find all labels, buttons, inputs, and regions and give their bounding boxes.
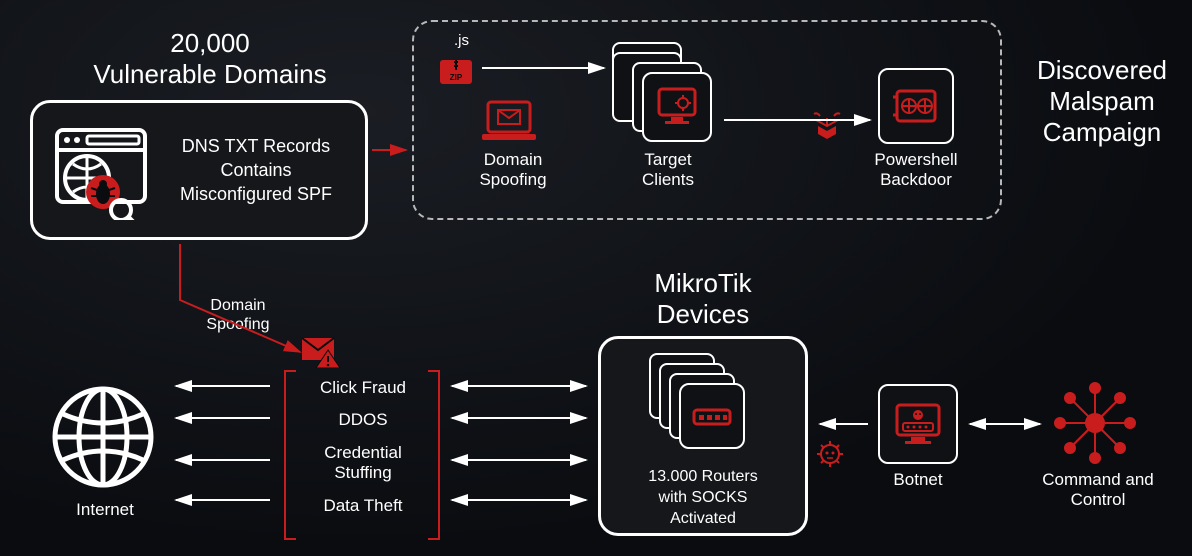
target-clients-label: Target Clients — [628, 150, 708, 191]
ds-l1: Domain — [484, 150, 543, 169]
mk-l2: Devices — [657, 299, 749, 329]
attack-ddos: DDOS — [300, 410, 426, 430]
attack-list: Click Fraud DDOS Credential Stuffing Dat… — [300, 378, 426, 516]
c2-l1: Command and — [1042, 470, 1154, 489]
internet-label: Internet — [70, 500, 140, 520]
botnet-monitor-icon — [891, 397, 945, 451]
title-line-1: 20,000 — [170, 28, 250, 58]
mikrotik-box: 13.000 Routers with SOCKS Activated — [598, 336, 808, 536]
package-icon — [812, 110, 842, 145]
c2-icon — [1050, 378, 1140, 473]
campaign-t3: Campaign — [1043, 117, 1162, 147]
powershell-backdoor-label: Powershell Backdoor — [866, 150, 966, 191]
vulnerable-domains-title: 20,000 Vulnerable Domains — [60, 28, 360, 90]
attack-bracket-right — [428, 370, 440, 540]
cs-l1: Credential — [324, 443, 402, 462]
at-l2: Spoofing — [206, 316, 269, 333]
internet-globe-icon — [48, 382, 158, 497]
ds-l2: Spoofing — [479, 170, 546, 189]
js-ext-label: .js — [454, 32, 469, 49]
mikrotik-box-text: 13.000 Routers with SOCKS Activated — [601, 467, 805, 529]
domain-spoofing-label: Domain Spoofing — [468, 150, 558, 191]
gpu-card-icon — [891, 81, 941, 131]
laptop-mail-icon — [478, 98, 540, 151]
c2-l2: Control — [1071, 490, 1126, 509]
powershell-backdoor-icon-box — [878, 68, 954, 144]
campaign-title: Discovered Malspam Campaign — [1022, 55, 1182, 149]
campaign-t2: Malspam — [1049, 86, 1154, 116]
attack-data-theft: Data Theft — [300, 496, 426, 516]
at-l1: Domain — [210, 297, 265, 314]
mikrotik-title: MikroTik Devices — [618, 268, 788, 330]
vulnerable-domains-box: DNS TXT Records Contains Misconfigured S… — [30, 100, 368, 240]
botnet-label: Botnet — [888, 470, 948, 490]
malware-gear-icon — [816, 440, 844, 473]
dns-text-l1: DNS TXT Records — [182, 136, 330, 156]
botnet-icon-box — [878, 384, 958, 464]
title-line-2: Vulnerable Domains — [93, 59, 326, 89]
mk-box-l2: with SOCKS — [659, 489, 748, 506]
monitor-gear-icon — [655, 85, 699, 129]
attacks-title: Domain Spoofing — [198, 296, 278, 334]
mk-box-l1: 13.000 Routers — [648, 468, 757, 485]
svg-text:ZIP: ZIP — [450, 73, 463, 82]
tc-l1: Target — [644, 150, 691, 169]
vulnerable-box-text: DNS TXT Records Contains Misconfigured S… — [165, 134, 347, 207]
mail-warning-icon — [300, 334, 342, 373]
dns-text-l2: Contains — [220, 160, 291, 180]
attack-bracket-left — [284, 370, 296, 540]
pb-l1: Powershell — [874, 150, 957, 169]
dns-text-l3: Misconfigured SPF — [180, 184, 332, 204]
tc-l2: Clients — [642, 170, 694, 189]
browser-bug-icon — [51, 120, 151, 220]
campaign-t1: Discovered — [1037, 55, 1167, 85]
c2-label: Command and Control — [1038, 470, 1158, 511]
mk-l1: MikroTik — [654, 268, 751, 298]
pb-l2: Backdoor — [880, 170, 952, 189]
attack-click-fraud: Click Fraud — [300, 378, 426, 398]
cs-l2: Stuffing — [334, 463, 391, 482]
router-icon — [690, 394, 734, 438]
attack-cred-stuff: Credential Stuffing — [300, 443, 426, 484]
zip-icon: ZIP — [436, 50, 476, 95]
mk-box-l3: Activated — [670, 510, 736, 527]
